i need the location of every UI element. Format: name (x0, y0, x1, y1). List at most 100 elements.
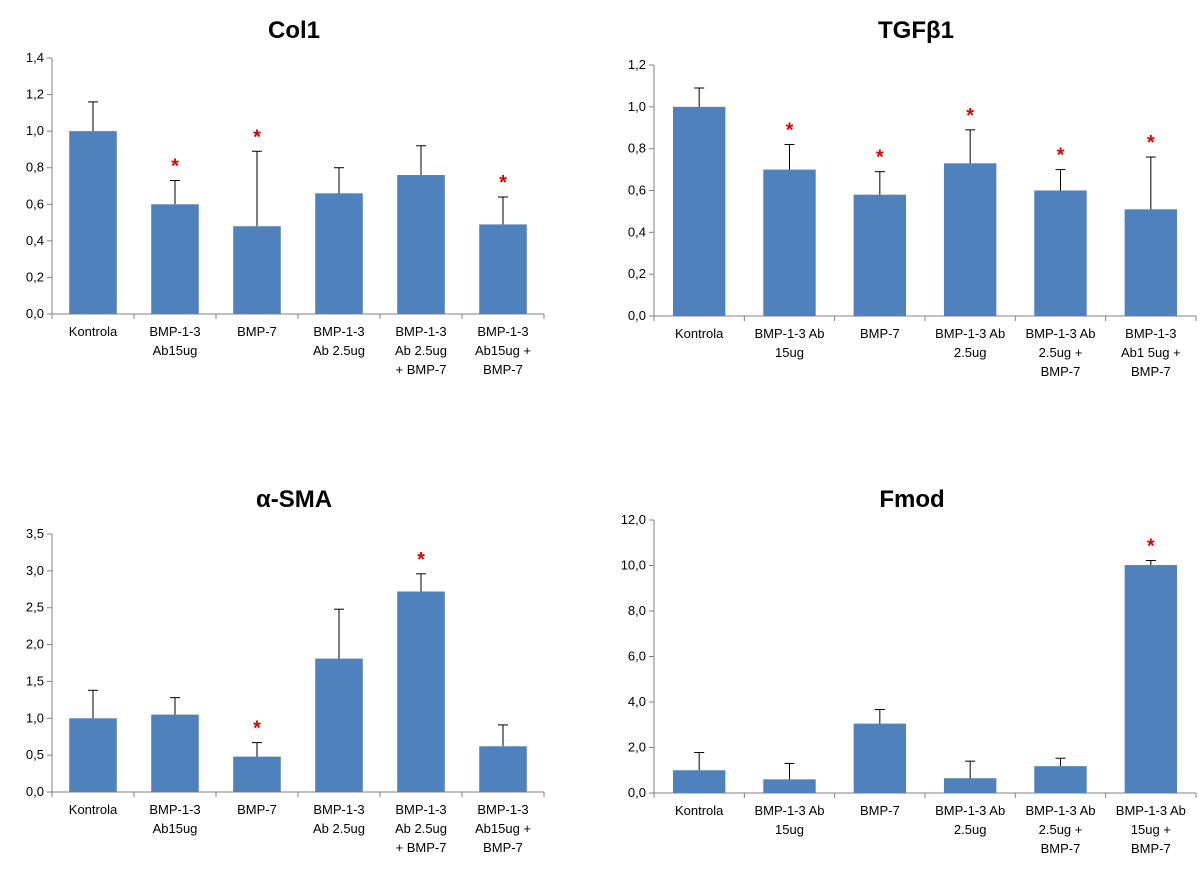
bar (763, 779, 816, 793)
x-category-label: Ab 2.5ug (395, 343, 447, 358)
x-category-label: 2.5ug + (1039, 822, 1083, 837)
y-tick-label: 0,5 (26, 747, 44, 762)
x-category-label: BMP-1-3 (477, 802, 528, 817)
y-tick-label: 0,0 (628, 785, 646, 800)
chart-title: Fmod (879, 486, 944, 513)
x-category-label: Kontrola (69, 802, 118, 817)
chart-fmod: Fmod 0,0 2,0 4,0 6,0 8,0 10,0 12,0 Kontrola BMP-… (621, 486, 1197, 856)
x-category-label: BMP-1-3 Ab (754, 326, 824, 341)
y-tick-label: 0,6 (26, 196, 44, 211)
y-tick-label: 0,2 (26, 269, 44, 284)
bar (151, 714, 199, 792)
y-tick-label: 0,4 (26, 233, 44, 248)
x-category-label: BMP-7 (483, 840, 523, 855)
bar (315, 658, 363, 792)
x-category-label: BMP-7 (1041, 364, 1081, 379)
x-category-label: + BMP-7 (396, 362, 447, 377)
bar (1034, 766, 1087, 793)
x-category-label: BMP-7 (237, 802, 277, 817)
x-category-label: BMP-1-3 Ab (754, 803, 824, 818)
x-category-label: BMP-1-3 (477, 324, 528, 339)
x-category-label: BMP-7 (237, 324, 277, 339)
y-tick-label: 2,0 (26, 637, 44, 652)
significance-marker: * (253, 126, 261, 148)
x-category-label: BMP-1-3 Ab (1025, 803, 1095, 818)
x-category-label: BMP-1-3 (149, 802, 200, 817)
bar (672, 770, 726, 793)
y-tick-label: 3,0 (26, 563, 44, 578)
x-category-label: 2.5ug (954, 822, 987, 837)
x-category-label: Ab1 5ug + (1121, 345, 1181, 360)
x-category-label: Ab 2.5ug (313, 821, 365, 836)
bar (397, 591, 445, 792)
y-tick-label: 0,8 (628, 141, 646, 156)
x-category-label: BMP-7 (860, 803, 900, 818)
y-tick-label: 10,0 (621, 558, 646, 573)
significance-marker: * (966, 105, 974, 127)
significance-marker: * (253, 718, 261, 740)
x-category-label: BMP-1-3 (313, 324, 364, 339)
y-tick-label: 1,2 (628, 57, 646, 72)
x-category-label: 2.5ug + (1039, 345, 1083, 360)
x-category-label: Ab15ug (153, 821, 198, 836)
y-tick-label: 0,6 (628, 183, 646, 198)
y-tick-label: 0,8 (26, 160, 44, 175)
y-tick-label: 6,0 (628, 649, 646, 664)
y-tick-label: 0,2 (628, 266, 646, 281)
y-tick-label: 2,0 (628, 740, 646, 755)
chart-asma: α-SMA 0,0 0,5 1,0 1,5 2,0 2,5 3,0 3,5 Kontrola BM… (26, 486, 545, 855)
significance-marker: * (1147, 132, 1155, 154)
x-category-label: BMP-1-3 (395, 324, 446, 339)
x-category-label: 2.5ug (954, 345, 987, 360)
x-category-label: BMP-7 (1131, 364, 1171, 379)
x-category-label: BMP-1-3 Ab (1025, 326, 1095, 341)
x-category-label: Kontrola (69, 324, 118, 339)
bar (1034, 190, 1087, 316)
bar (853, 723, 907, 793)
bar (943, 163, 997, 316)
x-category-label: 15ug (775, 345, 804, 360)
x-category-label: Kontrola (675, 326, 724, 341)
y-tick-label: 1,0 (26, 710, 44, 725)
y-tick-label: 12,0 (621, 512, 646, 527)
bar (397, 175, 445, 314)
bar (672, 106, 726, 316)
significance-marker: * (876, 147, 884, 169)
x-category-label: BMP-7 (483, 362, 523, 377)
y-tick-label: 0,0 (628, 308, 646, 323)
y-tick-label: 1,4 (26, 50, 44, 65)
x-category-label: BMP-7 (1041, 841, 1081, 856)
bar (69, 718, 117, 792)
bar (943, 778, 997, 793)
x-category-label: Ab 2.5ug (395, 821, 447, 836)
x-category-label: Ab15ug + (475, 821, 531, 836)
x-category-label: BMP-1-3 Ab (935, 326, 1005, 341)
significance-marker: * (171, 156, 179, 178)
bar (479, 224, 527, 314)
x-category-label: BMP-7 (860, 326, 900, 341)
chart-tgfb1: TGFβ1 0,0 0,2 0,4 0,6 0,8 1,0 1,2 Kontrola * BMP-… (628, 17, 1197, 379)
y-tick-label: 1,2 (26, 87, 44, 102)
x-category-label: BMP-1-3 (149, 324, 200, 339)
x-category-label: BMP-1-3 (313, 802, 364, 817)
bar (853, 194, 907, 316)
bar (151, 204, 199, 314)
significance-marker: * (499, 172, 507, 194)
y-tick-label: 4,0 (628, 694, 646, 709)
x-category-label: Ab15ug (153, 343, 198, 358)
x-category-label: 15ug + (1131, 822, 1171, 837)
y-tick-label: 2,5 (26, 600, 44, 615)
x-category-label: BMP-1-3 Ab (1116, 803, 1186, 818)
x-category-label: + BMP-7 (396, 840, 447, 855)
significance-marker: * (1147, 535, 1155, 557)
chart-title: α-SMA (256, 486, 332, 513)
y-tick-label: 1,0 (26, 123, 44, 138)
x-category-label: Kontrola (675, 803, 724, 818)
y-tick-label: 8,0 (628, 603, 646, 618)
chart-col1: Col1 0,0 0,2 0,4 0,6 0,8 1,0 1,2 1,4 Kontrola * BM… (26, 17, 545, 377)
bar (233, 226, 281, 314)
significance-marker: * (417, 549, 425, 571)
y-tick-label: 0,0 (26, 784, 44, 799)
bar (1124, 209, 1178, 316)
